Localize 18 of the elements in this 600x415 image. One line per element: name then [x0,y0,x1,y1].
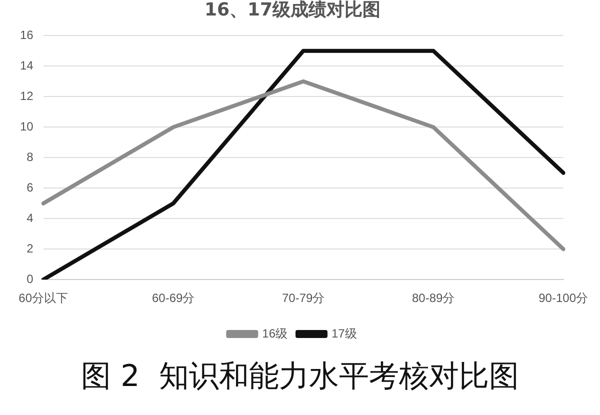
y-tick-label: 0 [26,272,34,286]
legend-label: 16级 [262,326,288,340]
chart-title: 16、17级成绩对比图 [204,0,381,20]
y-tick-label: 4 [26,210,34,225]
y-tick-label: 6 [26,180,34,194]
x-tick-label: 60分以下 [18,291,68,306]
y-tick-label: 14 [20,58,34,72]
y-tick-label: 16 [20,28,34,42]
x-tick-label: 90-100分 [538,291,588,306]
y-tick-label: 8 [26,150,34,164]
x-tick-label: 70-79分 [282,291,325,306]
caption: 图 2 知识和能力水平考核对比图 [80,358,520,396]
x-tick-label: 80-89分 [412,291,455,306]
legend-label: 17级 [332,326,357,340]
x-tick-label: 60-69分 [152,291,195,306]
y-tick-label: 12 [20,88,34,103]
y-tick-label: 2 [26,241,34,256]
y-tick-label: 10 [20,119,34,134]
